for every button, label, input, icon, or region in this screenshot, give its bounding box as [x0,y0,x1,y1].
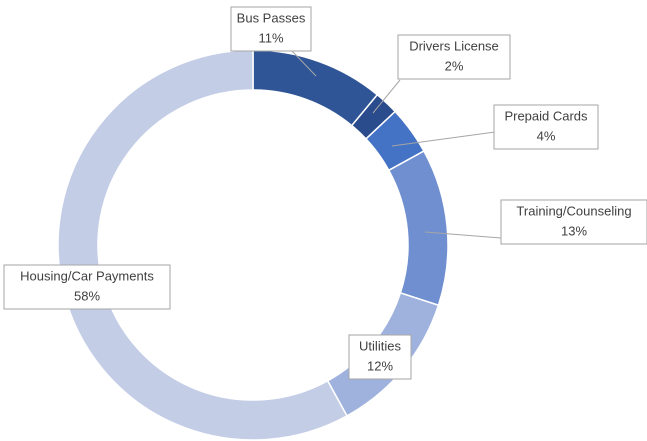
value-label: 4% [537,128,556,143]
label-box [493,104,599,150]
donut-slice [57,49,348,441]
donut-slice [387,150,449,307]
category-label: Housing/Car Payments [20,268,154,283]
category-label: Prepaid Cards [504,108,588,123]
label-box [500,199,647,245]
leader-line [291,50,317,77]
category-label: Utilities [359,338,401,353]
label-box [348,334,412,380]
leader-line [391,131,496,147]
category-label: Drivers License [409,38,499,53]
value-label: 12% [367,358,393,373]
value-label: 2% [445,58,464,73]
value-label: 11% [258,30,283,45]
label-box [397,34,511,80]
donut-slice [252,49,379,127]
value-label: 13% [561,223,587,238]
category-label: Bus Passes [237,10,306,25]
label-box [230,6,312,52]
label-box [3,264,171,310]
leader-line [424,231,502,239]
value-label: 58% [74,288,100,303]
category-label: Training/Counseling [516,203,631,218]
leader-line [372,79,401,114]
